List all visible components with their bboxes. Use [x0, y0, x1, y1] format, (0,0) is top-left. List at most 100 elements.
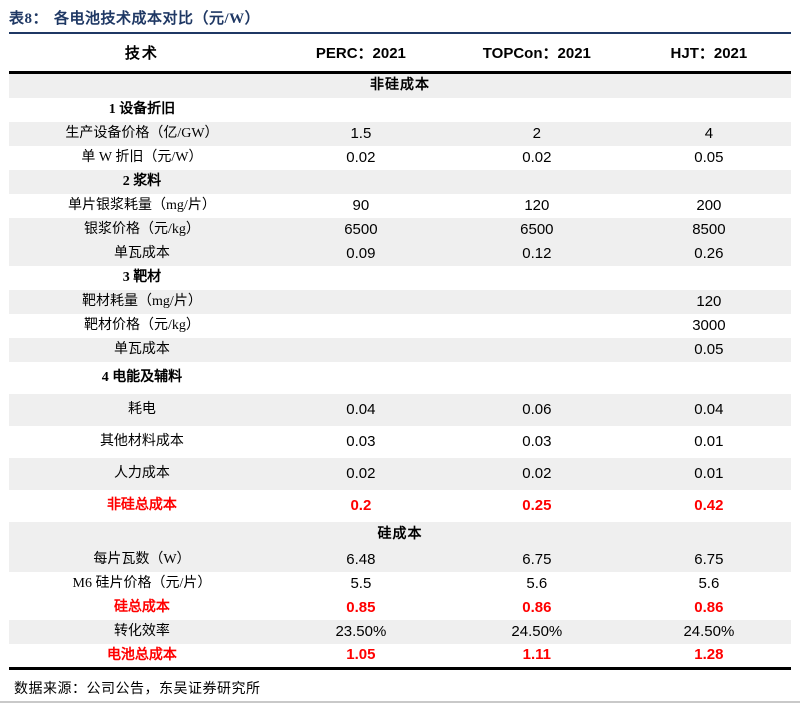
row-value	[627, 362, 791, 394]
table-row: 单瓦成本 0.09 0.12 0.26	[9, 242, 791, 266]
row-value: 0.02	[346, 464, 376, 482]
row-label: 4 电能及辅料	[101, 370, 183, 386]
row-value: 24.50%	[683, 622, 735, 640]
row-label: 生产设备价格（亿/GW）	[65, 126, 219, 142]
row-value: 0.04	[346, 400, 376, 418]
row-value	[627, 170, 791, 194]
row-value	[447, 290, 627, 314]
row-label: 其他材料成本	[99, 434, 184, 450]
total-row: 非硅总成本 0.2 0.25 0.42	[9, 490, 791, 522]
row-value: 0.02	[346, 148, 376, 166]
col-header-perc: PERC：2021	[274, 34, 447, 74]
section-header-label: 非硅成本	[370, 78, 430, 94]
row-value: 6.48	[346, 550, 376, 568]
row-value: 0.06	[522, 400, 552, 418]
row-value: 0.04	[694, 400, 724, 418]
row-label: 非硅总成本	[106, 498, 177, 514]
cost-comparison-table: 技术 PERC：2021 TOPCon：2021 HJT：2021 非硅成本 1 …	[9, 34, 791, 670]
row-value: 5.6	[698, 574, 720, 592]
row-value: 24.50%	[511, 622, 563, 640]
section-row: 硅成本	[9, 522, 791, 548]
table-row: 单 W 折旧（元/W） 0.02 0.02 0.05	[9, 146, 791, 170]
row-value	[447, 98, 627, 122]
table-row: M6 硅片价格（元/片） 5.5 5.6 5.6	[9, 572, 791, 596]
row-value: 0.05	[694, 340, 724, 358]
row-label: 转化效率	[113, 624, 170, 640]
row-label: 银浆价格（元/kg）	[83, 222, 200, 238]
row-value: 0.26	[694, 244, 724, 262]
section-header-label: 硅成本	[377, 527, 423, 543]
cost-table-body: 非硅成本 1 设备折旧 生产设备价格（亿/GW） 1.5 2 4 单 W 折旧（元/W） 0.…	[9, 72, 791, 668]
group-row: 3 靶材	[9, 266, 791, 290]
row-value: 0.86	[694, 598, 724, 616]
row-value: 120	[524, 196, 550, 214]
row-label: 靶材价格（元/kg）	[83, 318, 200, 334]
row-value: 0.01	[694, 432, 724, 450]
row-value: 6500	[520, 220, 554, 238]
row-value	[275, 98, 447, 122]
row-value	[275, 314, 447, 338]
row-value: 0.25	[522, 496, 552, 514]
group-row: 4 电能及辅料	[9, 362, 791, 394]
row-label: 单瓦成本	[113, 342, 170, 358]
row-label: 单片银浆耗量（mg/片）	[68, 198, 216, 214]
row-value	[447, 266, 627, 290]
row-value	[627, 266, 791, 290]
row-value: 0.01	[694, 464, 724, 482]
row-label: 电池总成本	[106, 647, 177, 663]
group-row: 1 设备折旧	[9, 98, 791, 122]
row-label: 靶材耗量（mg/片）	[82, 294, 202, 310]
group-row: 2 浆料	[9, 170, 791, 194]
table-row: 单片银浆耗量（mg/片） 90 120 200	[9, 194, 791, 218]
row-value	[447, 170, 627, 194]
row-value: 0.85	[346, 598, 376, 616]
row-label: 单 W 折旧（元/W）	[81, 150, 203, 166]
row-value: 4	[704, 124, 714, 142]
row-value: 0.86	[522, 598, 552, 616]
section-row: 非硅成本	[9, 72, 791, 98]
row-value: 8500	[692, 220, 726, 238]
row-value: 1.5	[350, 124, 372, 142]
table-title-text: 各电池技术成本对比（元/W）	[54, 11, 261, 27]
row-value	[275, 170, 447, 194]
col-header-tech: 技术	[9, 34, 275, 74]
row-value: 200	[696, 196, 722, 214]
title-divider	[9, 32, 791, 34]
row-label: 3 靶材	[122, 270, 162, 286]
row-label: 人力成本	[113, 466, 170, 482]
col-header-hjt: HJT：2021	[626, 34, 791, 74]
row-value: 0.02	[522, 148, 552, 166]
row-value	[627, 98, 791, 122]
table-number-label: 表8：	[9, 11, 49, 27]
table-row: 单瓦成本 0.05	[9, 338, 791, 362]
row-label: 耗电	[127, 402, 156, 418]
row-value: 0.12	[522, 244, 552, 262]
row-value: 0.42	[694, 496, 724, 514]
row-label: 硅总成本	[113, 600, 170, 616]
row-value: 6500	[344, 220, 378, 238]
row-value	[275, 362, 447, 394]
row-value	[447, 362, 627, 394]
row-value: 0.03	[522, 432, 552, 450]
row-value: 0.2	[350, 496, 372, 514]
row-value: 5.5	[350, 574, 372, 592]
table-row: 银浆价格（元/kg） 6500 6500 8500	[9, 218, 791, 242]
data-source-note: 数据来源：公司公告，东吴证券研究所	[14, 681, 261, 697]
row-label: 每片瓦数（W）	[93, 552, 191, 568]
table-row: 耗电 0.04 0.06 0.04	[9, 394, 791, 426]
table-row: 每片瓦数（W） 6.48 6.75 6.75	[9, 548, 791, 572]
row-value	[275, 266, 447, 290]
table-header: 技术 PERC：2021 TOPCon：2021 HJT：2021	[9, 34, 791, 74]
row-value: 0.09	[346, 244, 376, 262]
row-value: 23.50%	[335, 622, 387, 640]
row-value: 0.02	[522, 464, 552, 482]
row-label: 2 浆料	[122, 174, 162, 190]
table-row: 其他材料成本 0.03 0.03 0.01	[9, 426, 791, 458]
total-row: 电池总成本 1.05 1.11 1.28	[9, 644, 791, 668]
row-value: 5.6	[526, 574, 548, 592]
row-label: 单瓦成本	[113, 246, 170, 262]
row-value: 0.03	[346, 432, 376, 450]
row-value: 120	[696, 292, 722, 310]
table-row: 人力成本 0.02 0.02 0.01	[9, 458, 791, 490]
table-title: 表8： 各电池技术成本对比（元/W）	[0, 0, 800, 32]
